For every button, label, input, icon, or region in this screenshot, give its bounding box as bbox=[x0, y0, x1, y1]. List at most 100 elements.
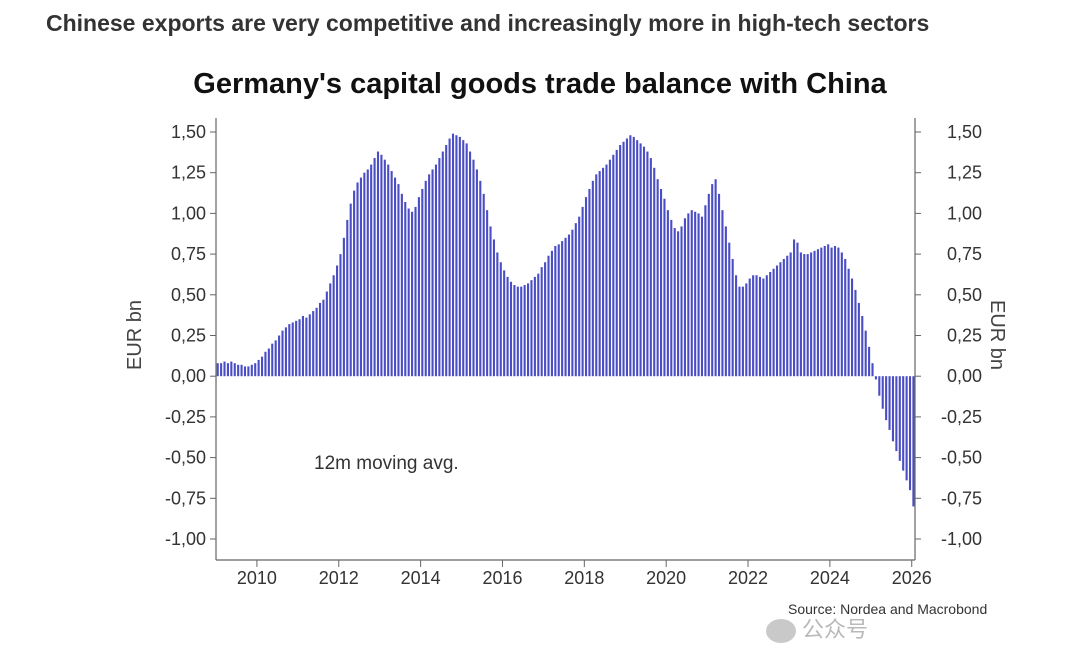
bar-2021-10 bbox=[738, 286, 741, 377]
bar-2018-10 bbox=[615, 149, 618, 377]
y-tick-label-right: 1,50 bbox=[947, 122, 982, 142]
bar-2023-09 bbox=[816, 249, 819, 377]
bar-2024-05 bbox=[844, 258, 847, 377]
bar-2021-07 bbox=[728, 242, 731, 377]
bar-2019-11 bbox=[660, 188, 663, 377]
bar-2013-02 bbox=[383, 159, 386, 377]
bar-2021-04 bbox=[717, 193, 721, 377]
bar-2024-07 bbox=[850, 278, 854, 377]
bar-2018-02 bbox=[588, 188, 591, 377]
bar-2015-01 bbox=[462, 140, 465, 377]
bar-2021-12 bbox=[745, 283, 748, 377]
bar-2013-08 bbox=[404, 202, 407, 377]
bar-2016-03 bbox=[509, 281, 513, 377]
y-tick-label-left: 1,25 bbox=[171, 163, 206, 183]
bar-2022-08 bbox=[772, 268, 775, 377]
bars-group bbox=[216, 133, 915, 507]
y-tick-label-right: 1,25 bbox=[947, 163, 982, 183]
y-tick-label-left: 0,00 bbox=[171, 366, 206, 386]
headline: Chinese exports are very competitive and… bbox=[46, 10, 930, 36]
bar-2022-06 bbox=[765, 275, 768, 377]
bar-2025-11 bbox=[905, 376, 908, 481]
bar-2011-05 bbox=[312, 311, 315, 377]
bar-2015-12 bbox=[499, 262, 502, 377]
bar-2013-11 bbox=[414, 206, 417, 377]
bar-2015-07 bbox=[482, 193, 485, 377]
bar-2010-03 bbox=[264, 351, 267, 377]
y-tick-label-left: 1,00 bbox=[171, 203, 206, 223]
bar-2009-06 bbox=[233, 363, 236, 377]
bar-2018-08 bbox=[608, 159, 611, 377]
bar-2010-10 bbox=[288, 324, 291, 377]
bar-2019-03 bbox=[632, 136, 635, 377]
bar-2024-09 bbox=[857, 302, 860, 377]
bar-2020-10 bbox=[697, 213, 700, 377]
bar-2019-05 bbox=[639, 143, 642, 377]
bar-2022-11 bbox=[782, 258, 785, 377]
x-tick-label: 2018 bbox=[564, 568, 604, 588]
bar-2012-02 bbox=[342, 237, 345, 377]
bar-2018-01 bbox=[584, 197, 588, 377]
bar-2009-08 bbox=[240, 364, 243, 377]
y-tick-label-right: 0,75 bbox=[947, 244, 982, 264]
bar-2015-04 bbox=[472, 159, 475, 377]
bar-2019-09 bbox=[653, 167, 656, 377]
bar-2020-07 bbox=[687, 213, 690, 377]
bar-2016-02 bbox=[506, 276, 509, 377]
bar-2018-07 bbox=[605, 164, 608, 377]
bar-2012-09 bbox=[366, 169, 369, 377]
bar-2014-08 bbox=[445, 145, 448, 377]
bar-2012-07 bbox=[359, 177, 362, 377]
bar-2011-02 bbox=[301, 315, 305, 377]
bar-2009-02 bbox=[220, 363, 223, 377]
bar-2009-11 bbox=[250, 364, 253, 377]
bar-2010-11 bbox=[291, 322, 294, 377]
y-tick-label-left: 0,75 bbox=[171, 244, 206, 264]
bar-2021-09 bbox=[735, 275, 738, 377]
y-tick-label-right: -0,75 bbox=[941, 488, 982, 508]
bar-2017-12 bbox=[581, 206, 584, 377]
bar-2017-06 bbox=[561, 241, 564, 377]
bar-2015-03 bbox=[469, 151, 472, 377]
bar-2012-05 bbox=[353, 190, 356, 377]
bar-2009-03 bbox=[223, 361, 226, 377]
bar-2011-08 bbox=[322, 299, 325, 377]
bar-2009-10 bbox=[247, 366, 250, 377]
bar-2011-10 bbox=[329, 283, 332, 377]
x-tick-label: 2022 bbox=[728, 568, 768, 588]
bar-2019-08 bbox=[649, 158, 652, 377]
bar-2014-05 bbox=[434, 164, 438, 377]
watermark-text: 公众号 bbox=[802, 617, 869, 642]
bar-2016-05 bbox=[516, 286, 519, 377]
y-axis-title-left: EUR bn bbox=[124, 300, 146, 370]
bar-2013-03 bbox=[387, 164, 390, 377]
bar-2023-06 bbox=[806, 254, 809, 377]
bar-2018-06 bbox=[602, 167, 605, 377]
bar-2010-01 bbox=[257, 359, 260, 377]
bar-2012-04 bbox=[349, 203, 352, 377]
bar-2013-05 bbox=[393, 177, 397, 377]
bar-2025-03 bbox=[878, 376, 881, 396]
bar-2020-02 bbox=[670, 219, 673, 377]
bar-2010-06 bbox=[274, 340, 277, 377]
y-tick-label-left: 1,50 bbox=[171, 122, 206, 142]
bar-2016-04 bbox=[513, 285, 516, 377]
bar-2018-03 bbox=[591, 180, 594, 377]
bar-2021-08 bbox=[731, 258, 734, 377]
bar-2022-10 bbox=[779, 262, 782, 377]
y-axis-left: 1,50 1,25 1,00 0,75 0,50 0,25 0,00 -0,25 -0,50 -0… bbox=[165, 122, 216, 549]
bar-2016-10 bbox=[533, 276, 536, 377]
bar-2021-11 bbox=[741, 286, 744, 377]
bar-2025-09 bbox=[898, 376, 901, 461]
bar-2013-09 bbox=[407, 208, 410, 377]
bar-2009-12 bbox=[254, 363, 257, 377]
bar-2012-08 bbox=[363, 172, 366, 377]
bar-2019-10 bbox=[656, 179, 659, 377]
bar-2013-12 bbox=[417, 197, 420, 377]
bar-2012-11 bbox=[373, 158, 376, 377]
bar-2010-08 bbox=[281, 330, 284, 377]
bar-2016-08 bbox=[527, 283, 530, 377]
bar-2019-12 bbox=[663, 198, 666, 377]
x-tick-label: 2024 bbox=[810, 568, 850, 588]
